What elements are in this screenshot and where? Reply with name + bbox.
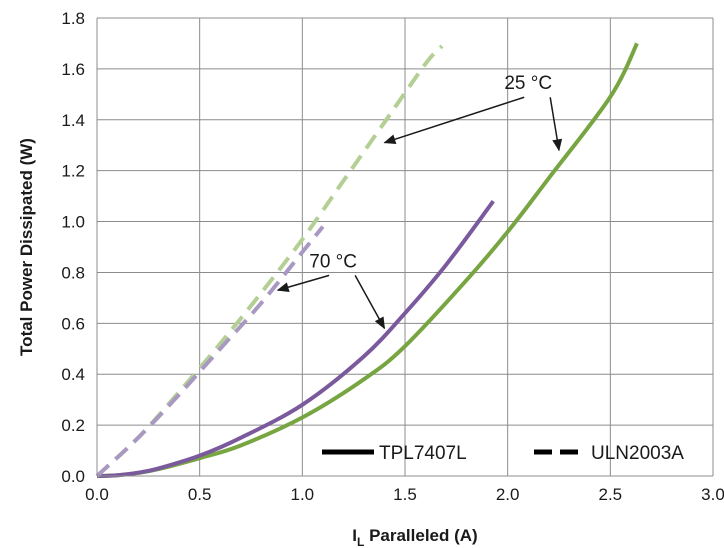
legend: TPL7407L ULN2003A (322, 443, 684, 464)
annotation-label: 70 °C (309, 251, 357, 272)
y-tick-label: 1.6 (61, 60, 85, 79)
y-tick-label: 1.8 (61, 9, 85, 28)
legend-label: ULN2003A (591, 443, 684, 464)
x-tick-label: 0.5 (188, 485, 212, 504)
x-tick-label: 2.5 (599, 485, 623, 504)
y-axis-title: Total Power Dissipated (W) (17, 138, 36, 356)
x-tick-label: 0.0 (85, 485, 109, 504)
x-tick-label: 3.0 (701, 485, 724, 504)
y-tick-label: 1.4 (61, 111, 85, 130)
x-tick-label: 1.0 (291, 485, 315, 504)
x-tick-label: 2.0 (496, 485, 520, 504)
annotation-arrow (354, 274, 386, 330)
annotation-label: 25 °C (504, 73, 552, 94)
y-tick-label: 0.6 (61, 314, 85, 333)
y-tick-label: 0.4 (61, 365, 85, 384)
y-tick-label: 1.2 (61, 162, 85, 181)
axes: 0.0 0.5 1.0 1.5 2.0 2.5 3.0 0.0 0.2 0.4 0.6 0.8 1.0 1… (17, 9, 724, 548)
series-line-uln2003a-25c (95, 44, 444, 478)
y-tick-label: 1.0 (61, 213, 85, 232)
series-layer (95, 42, 639, 478)
x-axis-title: IL Paralleled (A) (352, 526, 477, 548)
y-tick-label: 0.8 (61, 263, 85, 282)
legend-label: TPL7407L (379, 443, 467, 464)
annotation-arrow (276, 274, 330, 292)
annotation-arrow (549, 97, 563, 152)
grid (96, 17, 714, 477)
series-line-tpl7407l-25c (96, 42, 639, 478)
series-line-uln2003a-70c (95, 225, 325, 478)
series-line-tpl7407l-70c (96, 200, 495, 478)
annotations: 25 °C 70 °C (276, 73, 563, 330)
y-tick-label: 0.0 (61, 467, 85, 486)
y-tick-label: 0.2 (61, 416, 85, 435)
annotation-arrow (383, 96, 525, 145)
x-tick-label: 1.5 (393, 485, 417, 504)
